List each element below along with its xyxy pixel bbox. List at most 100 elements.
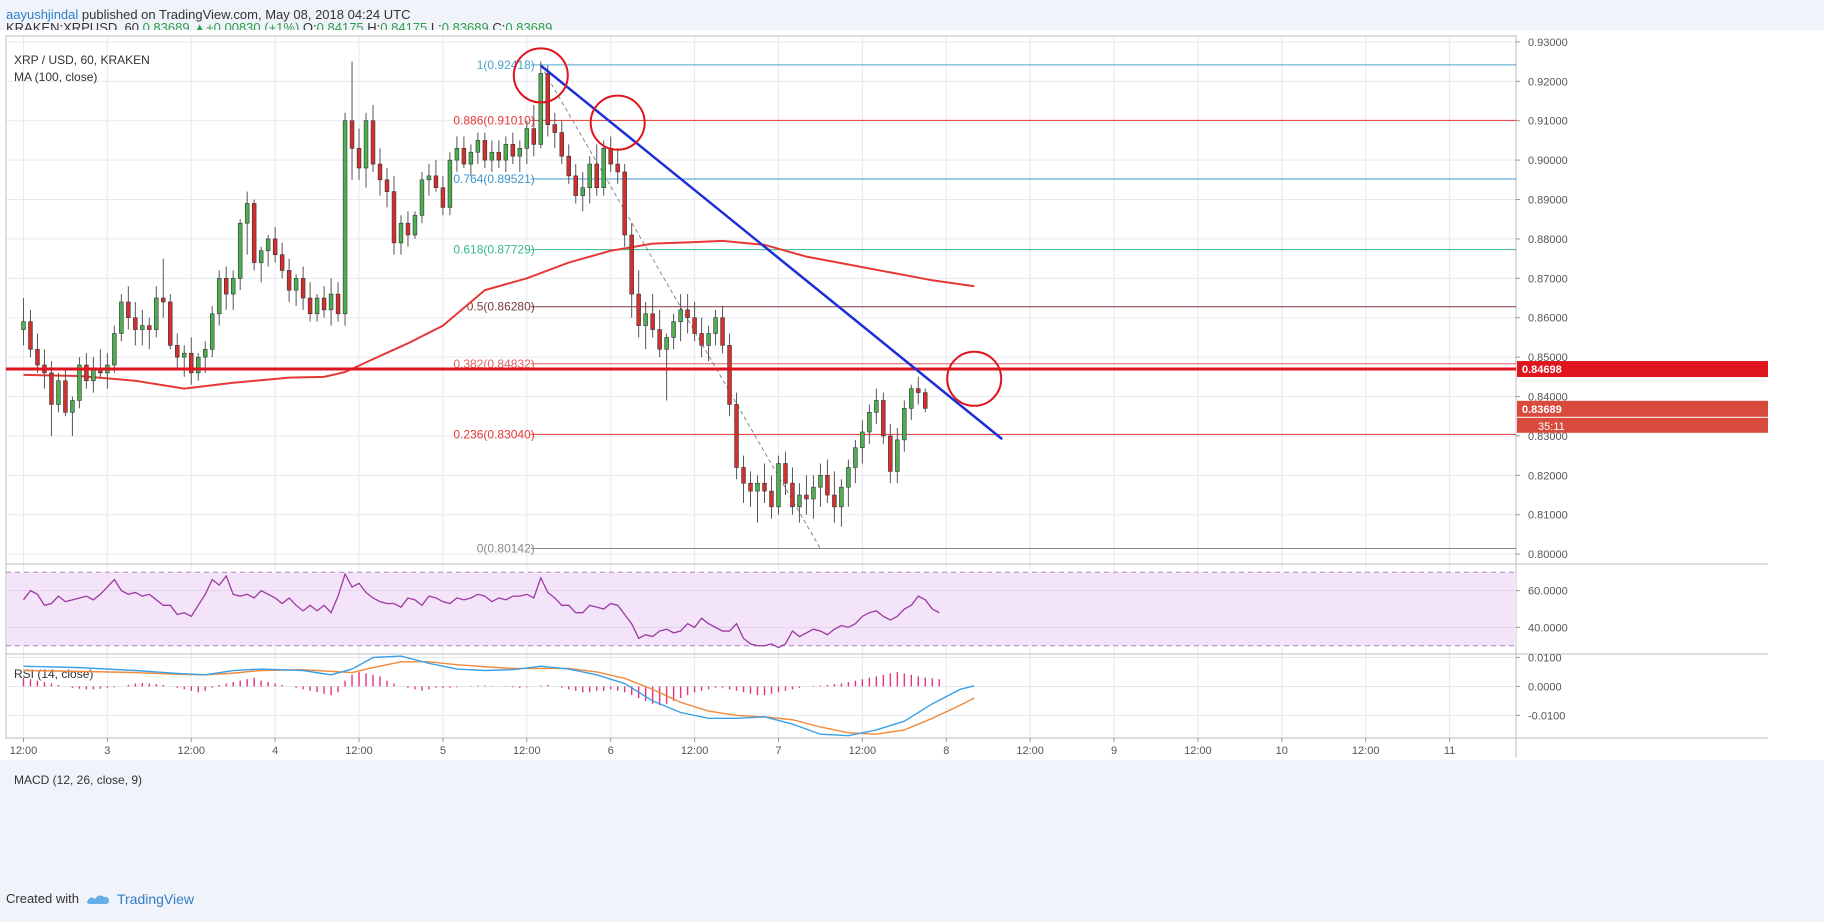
candle <box>384 168 390 208</box>
candle-body <box>405 222 411 236</box>
price-tick-label: 0.82000 <box>1528 470 1568 482</box>
price-tick-label: 0.83000 <box>1528 431 1568 443</box>
candle <box>307 282 313 322</box>
candle-body <box>692 317 697 334</box>
fib-diagonal <box>540 65 821 549</box>
candle-body <box>223 278 229 295</box>
candle-body <box>573 175 578 196</box>
time-tick-label: 12:00 <box>681 745 709 757</box>
candle-body <box>293 278 299 291</box>
candle <box>902 400 907 452</box>
price-axis-background <box>1516 30 1824 760</box>
highlight-circle <box>946 350 1003 407</box>
candle <box>699 317 704 358</box>
candle-body <box>126 301 131 319</box>
time-tick-label: 7 <box>775 745 781 757</box>
candle <box>216 270 222 326</box>
candle-body <box>902 408 907 441</box>
highlight-circle <box>512 47 569 104</box>
candle <box>769 475 774 519</box>
candle-body <box>433 175 439 189</box>
footer: Created with TradingView <box>6 888 194 910</box>
candle-body <box>790 482 795 508</box>
candle-body <box>363 120 369 169</box>
price-tick-label: 0.88000 <box>1528 234 1568 246</box>
candle <box>671 313 676 350</box>
time-tick-label: 12:00 <box>1352 745 1380 757</box>
candle-body <box>867 411 872 433</box>
candle <box>230 270 236 310</box>
candle-body <box>384 179 390 192</box>
candle <box>56 372 61 413</box>
fib-level-label: 0.886(0.91010) <box>453 113 534 127</box>
candle-body <box>258 250 264 263</box>
candle <box>35 333 40 373</box>
fib-level-label: 0.764(0.89521) <box>453 172 534 186</box>
candle <box>881 392 886 444</box>
candle-body <box>196 356 201 374</box>
time-tick-label: 4 <box>272 745 278 757</box>
candle <box>77 357 82 409</box>
author-link[interactable]: aayushjindal <box>6 7 79 22</box>
candle <box>643 301 648 350</box>
candle <box>28 309 33 358</box>
candle-body <box>860 431 865 449</box>
candle-body <box>63 380 68 413</box>
candle <box>279 242 285 279</box>
candle-body <box>35 348 40 366</box>
candle <box>196 353 201 381</box>
candle <box>860 420 865 464</box>
candle <box>349 61 355 180</box>
chart-title: XRP / USD, 60, KRAKEN <box>14 53 150 67</box>
price-tick-label: 0.93000 <box>1528 37 1568 49</box>
candle-body <box>664 337 669 350</box>
candle <box>552 112 557 149</box>
candle-body <box>56 380 61 405</box>
fib-level-label: 0(0.80142) <box>477 542 535 556</box>
candle <box>825 459 830 503</box>
last-price-tag <box>1517 400 1768 417</box>
candle-body <box>321 297 327 311</box>
candle-body <box>300 278 306 299</box>
candle-body <box>154 297 159 330</box>
candle-body <box>853 447 858 468</box>
candle <box>426 164 432 196</box>
candle-body <box>748 482 753 492</box>
candle <box>377 148 383 196</box>
candle <box>126 286 131 330</box>
candle-body <box>161 297 166 303</box>
tradingview-brand-link[interactable]: TradingView <box>116 891 195 907</box>
price-tick-label: 0.84000 <box>1528 392 1568 404</box>
candle <box>790 467 795 515</box>
candle <box>265 234 271 267</box>
chart-header: aayushjindal published on TradingView.co… <box>6 3 410 27</box>
time-tick-label: 3 <box>104 745 110 757</box>
time-tick-label: 11 <box>1444 745 1455 757</box>
candle <box>223 266 229 310</box>
candle-body <box>189 352 194 374</box>
candle <box>727 333 732 417</box>
candle <box>874 388 879 425</box>
candle-body <box>811 486 816 500</box>
fib-level-label: 1(0.92418) <box>477 58 535 72</box>
candle <box>524 120 530 165</box>
candle <box>538 61 544 149</box>
time-tick-label: 12:00 <box>177 745 205 757</box>
candle-body <box>797 494 802 508</box>
candle-body <box>552 124 557 133</box>
candle-body <box>727 345 732 405</box>
candle <box>398 215 404 255</box>
candle <box>895 428 900 484</box>
candle-body <box>818 475 823 488</box>
candle-body <box>916 388 921 393</box>
candle-body <box>881 400 886 437</box>
candle <box>133 301 138 346</box>
candle <box>531 104 537 157</box>
candle-body <box>370 120 376 165</box>
candle-body <box>643 313 648 326</box>
candle-body <box>517 147 523 157</box>
candle <box>692 301 697 342</box>
candle <box>154 286 159 338</box>
